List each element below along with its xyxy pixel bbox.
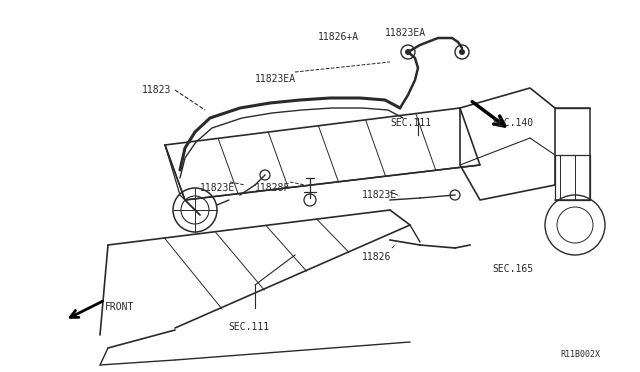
Circle shape [459, 49, 465, 55]
Text: SEC.111: SEC.111 [390, 118, 431, 128]
Text: 11823EA: 11823EA [385, 28, 426, 38]
Text: 11823E: 11823E [362, 190, 397, 200]
Text: 11823EA: 11823EA [255, 74, 296, 84]
Text: 11828F: 11828F [255, 183, 291, 193]
Text: SEC.165: SEC.165 [492, 264, 533, 274]
Text: 11823E: 11823E [200, 183, 236, 193]
Text: 11826: 11826 [362, 252, 392, 262]
Text: 11823: 11823 [142, 85, 172, 95]
Text: 11826+A: 11826+A [318, 32, 359, 42]
Text: SEC.140: SEC.140 [492, 118, 533, 128]
Text: FRONT: FRONT [105, 302, 134, 312]
Circle shape [405, 49, 411, 55]
Text: R11B002X: R11B002X [560, 350, 600, 359]
Text: SEC.111: SEC.111 [228, 322, 269, 332]
